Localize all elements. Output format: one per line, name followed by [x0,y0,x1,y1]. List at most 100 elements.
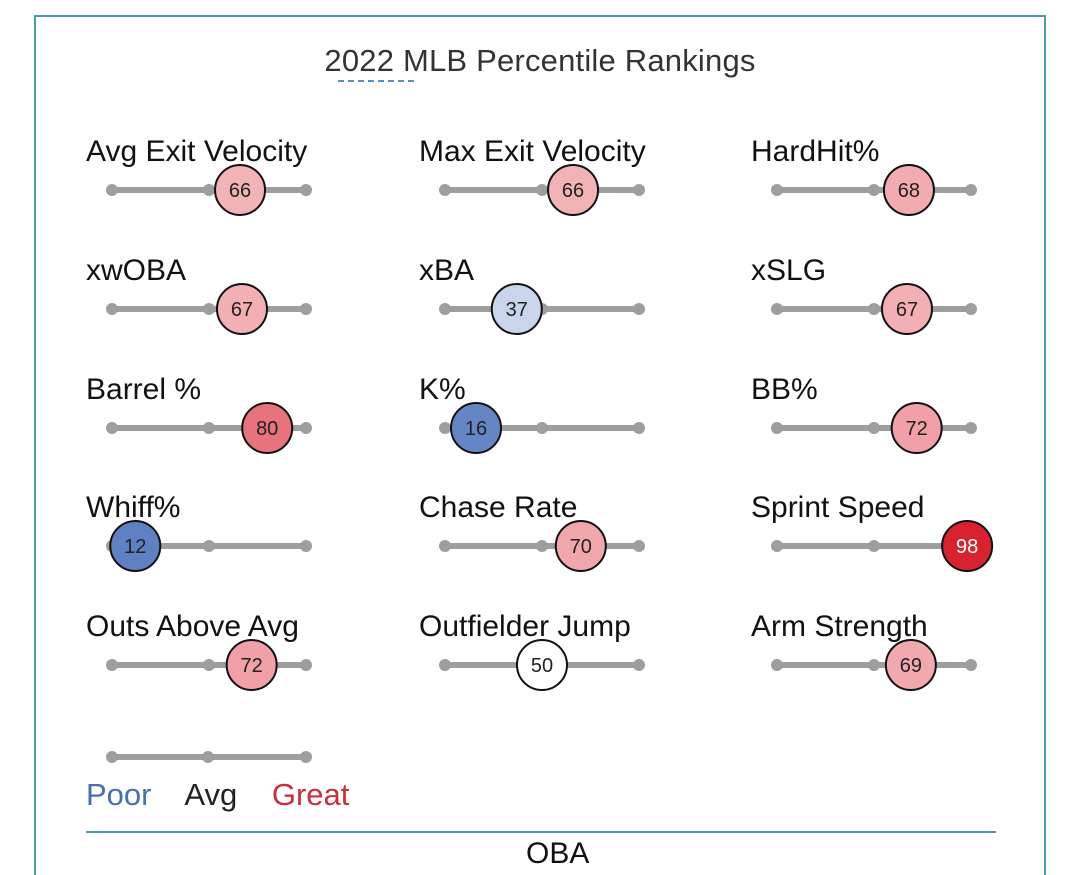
percentile-value: 16 [465,418,487,440]
percentile-value: 80 [256,418,278,440]
metric-label: Chase Rate [419,491,578,524]
legend: Poor Avg Great [86,737,386,817]
percentile-marker [882,164,935,216]
metric-label: K% [419,373,466,406]
track-dot-mid [868,184,880,196]
track-dot-mid [868,540,880,552]
track-dot-max [965,422,977,434]
percentile-value: 69 [900,655,922,677]
metric-outs-above-avg: 72 Outs Above Avg [86,610,386,720]
metric-label: Outfielder Jump [419,610,631,643]
track-dot-min [106,659,118,671]
track-dot-mid [536,540,548,552]
track-dot-mid [203,184,215,196]
percentile-marker [241,402,294,454]
track-dot-mid [868,422,880,434]
percentile-value: 66 [229,180,251,202]
percentile-marker [450,402,503,454]
track-dot-min [771,422,783,434]
metric-label: xSLG [751,254,827,287]
metric-xslg: 67 xSLG [751,254,1051,364]
track-dot-min [771,659,783,671]
percentile-marker [941,520,994,572]
metric-slider: 70 [439,520,645,572]
track-dot-min [439,184,451,196]
track-dot-min [439,422,451,434]
track-dot-max [633,540,645,552]
percentile-marker [890,402,943,454]
metric-label: Barrel % [86,373,202,406]
percentile-marker [884,639,937,691]
metric-slider: 98 [771,520,994,572]
metric-avg-exit-velocity: 66 Avg Exit Velocity [86,135,386,245]
percentile-value: 68 [898,180,920,202]
track-dot-min [771,303,783,315]
percentile-marker [225,639,278,691]
track-dot-max [965,184,977,196]
metric-label: Max Exit Velocity [419,135,646,168]
metric-whiff: 12 Whiff% [86,491,386,601]
metric-bb: 72 BB% [751,373,1051,483]
metric-arm-strength: 69 Arm Strength [751,610,1051,720]
track-dot-max [300,422,312,434]
track-dot-max [633,422,645,434]
percentile-value: 50 [531,655,553,677]
metric-max-exit-velocity: 66 Max Exit Velocity [419,135,719,245]
metric-slider: 66 [439,164,645,216]
metric-chase-rate: 70 Chase Rate [419,491,719,601]
metric-slider: 69 [771,639,977,691]
percentile-marker [215,283,268,335]
percentile-card: 2022 MLB Percentile Rankings 66 Avg Exit … [34,15,1046,875]
metric-label: Whiff% [86,491,181,524]
track-dot-min [439,303,451,315]
metric-xba: 37 xBA [419,254,719,364]
track-dot-min [771,184,783,196]
legend-avg: Avg [184,777,238,812]
section-divider [86,831,996,833]
track-dot-mid [536,422,548,434]
percentile-marker [880,283,933,335]
metric-xwoba: 67 xwOBA [86,254,386,364]
track-dot-mid [203,540,215,552]
metric-slider: 72 [106,639,312,691]
percentile-value: 66 [562,180,584,202]
track-dot-max [965,659,977,671]
legend-poor: Poor [86,777,152,812]
metric-k: 16 K% [419,373,719,483]
track-dot-mid [203,659,215,671]
legend-track [106,751,312,763]
metric-slider: 50 [439,639,645,691]
percentile-marker [516,639,568,691]
percentile-marker [547,164,600,216]
metric-barrel: 80 Barrel % [86,373,386,483]
percentile-marker [490,283,543,335]
track-dot-mid [203,422,215,434]
percentile-value: 70 [570,536,592,558]
metric-label: xwOBA [86,254,187,287]
metric-outfielder-jump: 50 Outfielder Jump [419,610,719,720]
percentile-marker [554,520,607,572]
metric-slider: 80 [106,402,312,454]
track-dot-min [439,659,451,671]
percentile-value: 72 [906,418,928,440]
percentile-marker [109,520,162,572]
track-dot-min [106,184,118,196]
metric-label: Arm Strength [751,610,928,643]
metric-hardhit: 68 HardHit% [751,135,1051,245]
legend-great: Great [271,777,350,812]
metric-sprint-speed: 98 Sprint Speed [751,491,1051,601]
track-dot-mid [203,303,215,315]
percentile-value: 72 [241,655,263,677]
metric-label: HardHit% [751,135,880,168]
track-dot-min [106,303,118,315]
next-section-label: OBA [526,837,590,870]
track-dot-min [106,422,118,434]
metric-slider: 72 [771,402,977,454]
track-dot-max [300,540,312,552]
track-dot-mid [868,659,880,671]
percentile-marker [214,164,267,216]
chart-title: 2022 MLB Percentile Rankings [324,43,756,78]
percentile-value: 37 [506,299,528,321]
track-dot-max [300,303,312,315]
track-dot-max [965,303,977,315]
